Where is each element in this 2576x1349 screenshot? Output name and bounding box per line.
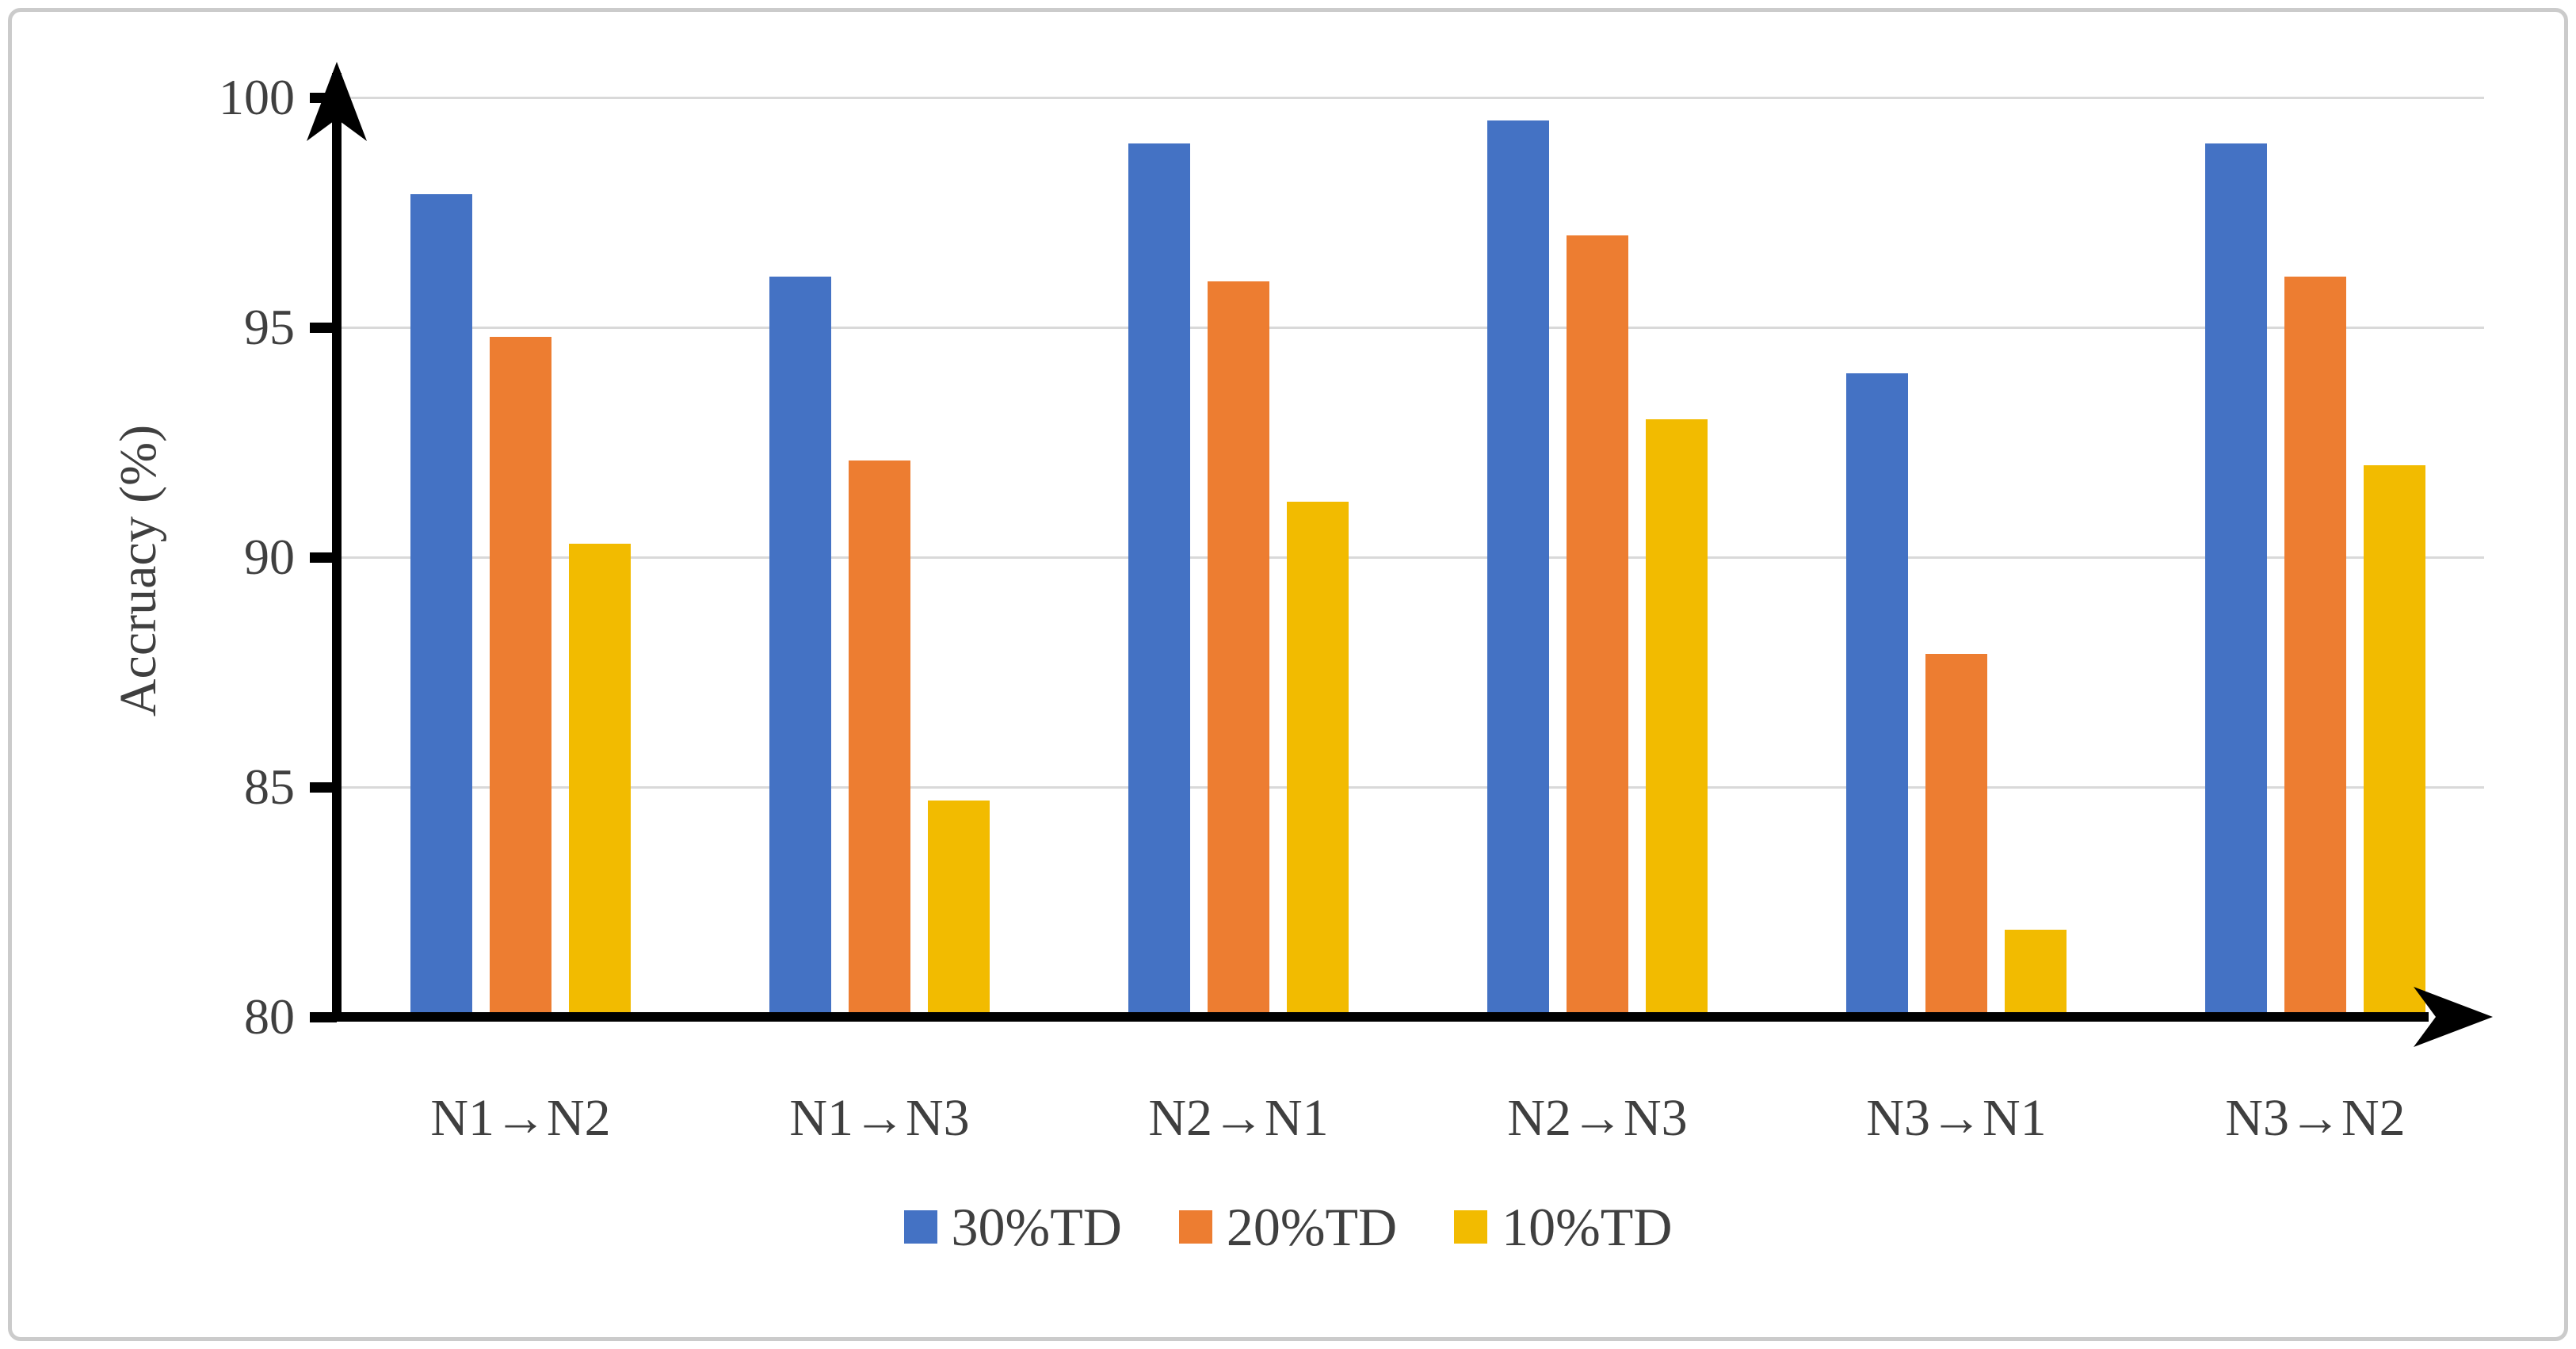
bar [569, 543, 631, 1017]
y-axis-line [332, 73, 342, 1022]
bar [849, 460, 910, 1017]
y-tick-label: 95 [244, 299, 295, 355]
legend-item: 20%TD [1178, 1191, 1398, 1263]
gridline [337, 556, 2484, 559]
y-tick-label: 90 [244, 529, 295, 585]
y-tick [310, 92, 337, 103]
y-tick [310, 782, 337, 793]
x-category-label: N3→N1 [1866, 1089, 2047, 1147]
legend-label: 30%TD [951, 1197, 1122, 1257]
legend-label: 20%TD [1226, 1197, 1398, 1257]
x-category-label: N2→N1 [1148, 1089, 1329, 1147]
gridline [337, 786, 2484, 789]
bar [769, 277, 831, 1017]
bar [1646, 419, 1708, 1017]
bar [1487, 120, 1549, 1017]
bar [1846, 373, 1908, 1017]
bar [2205, 143, 2267, 1017]
x-category-label: N2→N3 [1507, 1089, 1688, 1147]
legend-item: 10%TD [1454, 1191, 1672, 1263]
y-tick-label: 85 [244, 759, 295, 815]
y-axis-title: Accruacy (%) [109, 424, 167, 717]
y-tick [310, 1011, 337, 1022]
gridline [337, 327, 2484, 329]
bar [490, 336, 551, 1017]
legend-label: 10%TD [1502, 1197, 1673, 1257]
y-tick [310, 552, 337, 563]
bar [1287, 502, 1349, 1017]
bar [1925, 653, 1987, 1017]
legend-swatch [1454, 1210, 1488, 1244]
x-axis-arrow-icon [2414, 987, 2493, 1047]
bar [1208, 281, 1269, 1017]
bar [410, 193, 472, 1017]
x-axis-line [332, 1012, 2429, 1022]
legend-item: 30%TD [903, 1191, 1122, 1263]
bar [2284, 277, 2346, 1017]
bar [928, 801, 990, 1017]
x-category-label: N1→N3 [789, 1089, 970, 1147]
y-tick [310, 322, 337, 333]
bar [2364, 465, 2425, 1017]
legend-swatch [1178, 1210, 1212, 1244]
bar [1128, 143, 1190, 1017]
bar [2005, 929, 2067, 1017]
x-category-label: N3→N2 [2225, 1089, 2406, 1147]
gridline [337, 97, 2484, 99]
y-tick-label: 80 [244, 988, 295, 1045]
legend: 30%TD 20%TD 10%TD [0, 1187, 2576, 1267]
x-category-label: N1→N2 [430, 1089, 611, 1147]
legend-swatch [903, 1210, 937, 1244]
y-axis-arrow-icon [307, 62, 367, 141]
bar [1567, 235, 1628, 1017]
y-tick-label: 100 [219, 69, 295, 125]
